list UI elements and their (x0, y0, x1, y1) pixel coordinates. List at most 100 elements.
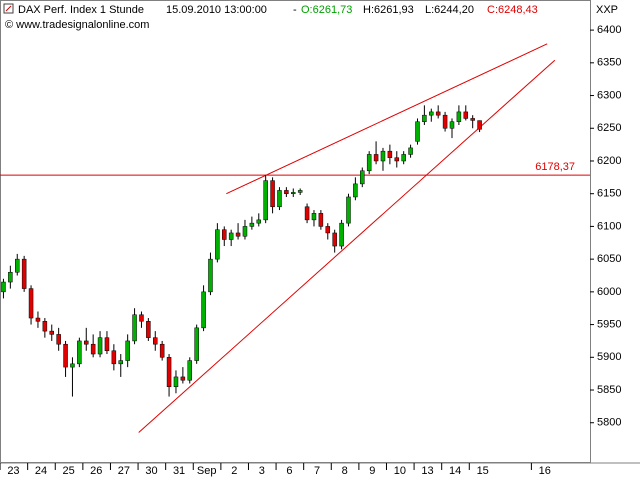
candle-body (429, 111, 434, 116)
candle-body (353, 183, 358, 198)
high-value: H:6261,93 (363, 4, 414, 16)
x-tick-label: 25 (63, 465, 75, 477)
candle-body (173, 376, 179, 387)
candle-body (28, 288, 34, 319)
candle-body (146, 321, 151, 338)
candle-body (387, 150, 393, 158)
open-value: O:6261,73 (301, 4, 352, 16)
candle-body (470, 118, 475, 121)
y-tick-label: 6250 (597, 122, 621, 134)
separator: - (293, 4, 297, 16)
y-tick-label: 6350 (597, 57, 621, 69)
candle-body (380, 150, 386, 162)
candle-body (373, 154, 379, 162)
candle-body (215, 229, 220, 260)
y-tick-label: 5850 (597, 384, 621, 396)
candle-body (97, 337, 103, 355)
y-tick-label: 6200 (597, 155, 621, 167)
y-tick-label: 6150 (597, 188, 621, 200)
candle-body (304, 206, 310, 221)
x-tick-label: 8 (342, 465, 348, 477)
candle-body (270, 180, 275, 208)
y-tick-label: 6100 (597, 220, 621, 232)
x-tick-label: 31 (173, 465, 185, 477)
candle-body (456, 111, 462, 122)
candle-body (180, 376, 186, 381)
candle-body (394, 157, 400, 162)
candle-body (325, 226, 331, 234)
candle-body (118, 360, 124, 365)
candle-body (1, 281, 6, 293)
y-tick-label: 6300 (597, 89, 621, 101)
candle-body (35, 317, 41, 322)
candle-body (90, 343, 96, 355)
x-tick-label: 14 (449, 465, 461, 477)
x-tick-label: 16 (539, 465, 551, 477)
trend-line (226, 43, 548, 195)
x-tick-label: 27 (118, 465, 130, 477)
y-tick-label: 5900 (597, 351, 621, 363)
x-tick-label: 13 (421, 465, 433, 477)
candle-body (422, 114, 427, 122)
candle-body (125, 340, 130, 361)
candle-body (132, 314, 137, 342)
candle-body (77, 340, 82, 365)
candle-body (8, 271, 13, 283)
candle-body (346, 196, 351, 224)
candle-body (449, 121, 455, 129)
candle-body (311, 213, 317, 221)
candle-body (139, 314, 144, 322)
datetime: 15.09.2010 13:00:00 (166, 4, 267, 16)
x-tick-label: 26 (90, 465, 102, 477)
x-tick-label: 6 (286, 465, 292, 477)
trend-line (138, 59, 556, 433)
candle-body (194, 327, 199, 361)
candle-body (477, 120, 482, 130)
x-tick-label: 24 (35, 465, 47, 477)
y-tick-label: 6400 (597, 24, 621, 36)
candle-body (339, 222, 344, 247)
x-tick-label: 15 (477, 465, 489, 477)
candle-body (15, 258, 20, 273)
symbol: XXP (596, 4, 618, 16)
candle-body (70, 363, 75, 368)
candle-body (360, 170, 365, 185)
candle-body (42, 321, 48, 332)
candle-body (208, 258, 213, 293)
candle-body (463, 111, 469, 119)
candle-body (415, 121, 420, 142)
copyright: © www.tradesignalonline.com (5, 19, 149, 31)
candle-body (249, 222, 255, 227)
candle-body (242, 226, 248, 237)
candle-body (318, 213, 324, 227)
candle-body (408, 147, 413, 155)
y-tick-label: 5800 (597, 417, 621, 429)
candle-body (111, 350, 117, 365)
candle-body (256, 219, 262, 224)
candle-body (166, 357, 172, 387)
candle-body (159, 343, 165, 358)
x-tick-label: 10 (394, 465, 406, 477)
candle-body (56, 334, 61, 345)
candle-body (201, 291, 206, 329)
candle-body (84, 340, 89, 345)
candle-body (222, 229, 227, 240)
x-tick-label: 9 (369, 465, 375, 477)
x-tick-label: 7 (314, 465, 320, 477)
candle-body (291, 192, 296, 194)
candle-body (263, 180, 268, 221)
candle-body (435, 111, 441, 116)
candle-body (49, 330, 55, 335)
candle-body (332, 232, 337, 247)
header-icon-line (5, 5, 12, 12)
candle-body (63, 343, 68, 368)
candle-body (235, 232, 241, 237)
x-tick-label: 3 (259, 465, 265, 477)
x-tick-label: 23 (7, 465, 19, 477)
candle-body (297, 190, 303, 193)
low-value: L:6244,20 (425, 4, 474, 16)
candle-body (153, 337, 158, 345)
candle-body (277, 190, 282, 208)
candle-body (442, 114, 448, 129)
